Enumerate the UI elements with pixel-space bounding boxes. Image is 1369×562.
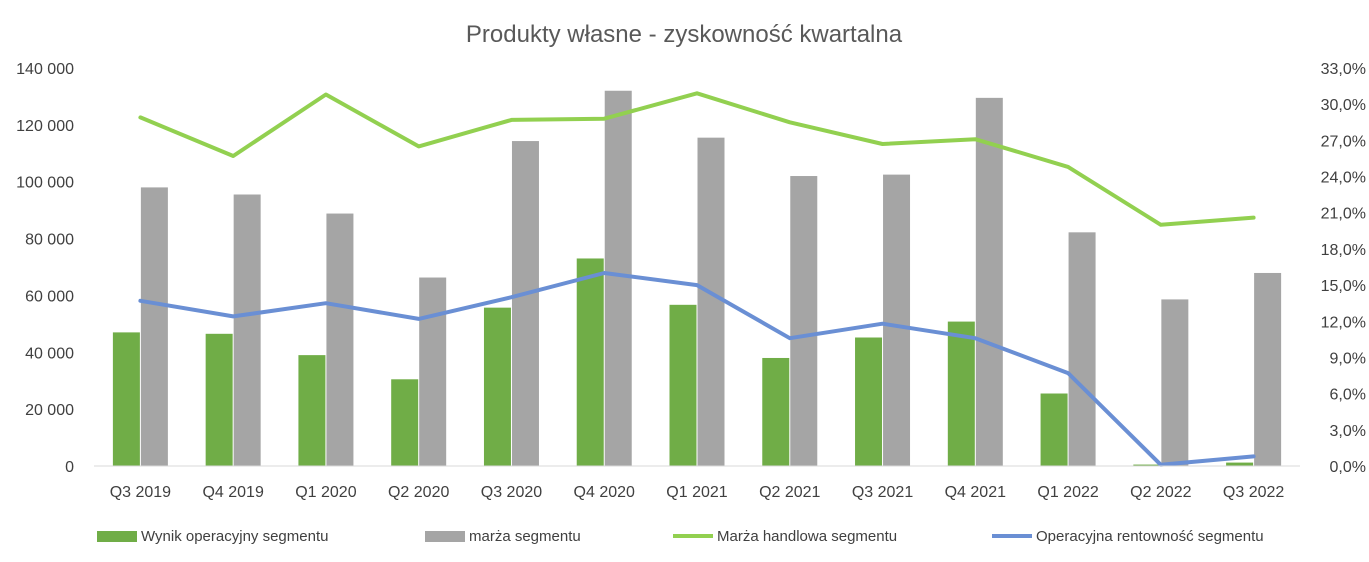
y-right-tick-label: 24,0% bbox=[1321, 170, 1366, 187]
y-left-tick-label: 20 000 bbox=[25, 402, 74, 419]
y-right-tick-label: 33,0% bbox=[1321, 61, 1366, 78]
y-right-tick-label: 6,0% bbox=[1330, 387, 1366, 404]
chart-title: Produkty własne - zyskowność kwartalna bbox=[466, 21, 903, 48]
legend-label: Marża handlowa segmentu bbox=[717, 528, 897, 545]
legend-label: Operacyjna rentowność segmentu bbox=[1036, 528, 1264, 545]
y-left-tick-label: 60 000 bbox=[25, 288, 74, 305]
bar-wynik-operacyjny bbox=[1040, 393, 1068, 466]
line-operacyjna-rentownosc bbox=[138, 271, 1256, 467]
bar-marza-segmentu bbox=[419, 277, 447, 466]
legend-label: marża segmentu bbox=[469, 528, 581, 545]
bar-marza-segmentu bbox=[1068, 232, 1096, 466]
bar-wynik-operacyjny bbox=[298, 355, 326, 466]
x-tick-label: Q1 2021 bbox=[666, 484, 727, 501]
x-tick-label: Q2 2022 bbox=[1130, 484, 1191, 501]
bar-marza-segmentu bbox=[883, 174, 911, 466]
bar-marza-segmentu bbox=[511, 141, 539, 466]
x-tick-label: Q3 2020 bbox=[481, 484, 542, 501]
bar-wynik-operacyjny bbox=[576, 258, 604, 466]
y-right-tick-label: 18,0% bbox=[1321, 242, 1366, 259]
x-tick-label: Q3 2019 bbox=[110, 484, 171, 501]
x-tick-label: Q1 2020 bbox=[295, 484, 356, 501]
x-tick-label: Q4 2019 bbox=[202, 484, 263, 501]
x-tick-label: Q4 2020 bbox=[574, 484, 635, 501]
x-tick-label: Q2 2020 bbox=[388, 484, 449, 501]
legend-label: Wynik operacyjny segmentu bbox=[141, 528, 328, 545]
x-tick-label: Q4 2021 bbox=[945, 484, 1006, 501]
bar-wynik-operacyjny bbox=[1226, 462, 1254, 466]
y-left-tick-label: 120 000 bbox=[16, 118, 74, 135]
y-left-tick-label: 140 000 bbox=[16, 61, 74, 78]
bar-wynik-operacyjny bbox=[112, 332, 140, 466]
bar-wynik-operacyjny bbox=[483, 307, 511, 466]
y-left-tick-label: 100 000 bbox=[16, 175, 74, 192]
bar-marza-segmentu bbox=[233, 194, 261, 466]
y-left-tick-label: 40 000 bbox=[25, 345, 74, 362]
bar-wynik-operacyjny bbox=[1133, 464, 1161, 466]
y-right-tick-label: 9,0% bbox=[1330, 350, 1366, 367]
bar-marza-segmentu bbox=[604, 90, 632, 466]
bar-wynik-operacyjny bbox=[762, 357, 790, 466]
line-marza-handlowa bbox=[138, 91, 1256, 227]
y-right-tick-label: 15,0% bbox=[1321, 278, 1366, 295]
x-tick-label: Q2 2021 bbox=[759, 484, 820, 501]
y-right-tick-label: 12,0% bbox=[1321, 314, 1366, 331]
bar-marza-segmentu bbox=[790, 176, 818, 466]
y-right-tick-label: 3,0% bbox=[1330, 423, 1366, 440]
y-right-tick-label: 30,0% bbox=[1321, 97, 1366, 114]
legend-swatch bbox=[425, 531, 465, 542]
x-tick-label: Q1 2022 bbox=[1037, 484, 1098, 501]
bar-marza-segmentu bbox=[1161, 299, 1189, 466]
x-tick-label: Q3 2021 bbox=[852, 484, 913, 501]
legend-swatch bbox=[97, 531, 137, 542]
bar-marza-segmentu bbox=[1254, 272, 1282, 466]
bar-wynik-operacyjny bbox=[669, 304, 697, 466]
x-tick-label: Q3 2022 bbox=[1223, 484, 1284, 501]
bar-marza-segmentu bbox=[326, 213, 354, 466]
bar-wynik-operacyjny bbox=[947, 321, 975, 466]
bar-marza-segmentu bbox=[697, 137, 725, 466]
bar-marza-segmentu bbox=[140, 187, 168, 466]
bar-wynik-operacyjny bbox=[391, 379, 419, 466]
bar-marza-segmentu bbox=[975, 97, 1003, 466]
y-right-tick-label: 21,0% bbox=[1321, 206, 1366, 223]
y-left-tick-label: 0 bbox=[65, 459, 74, 476]
bar-wynik-operacyjny bbox=[855, 337, 883, 466]
y-right-tick-label: 27,0% bbox=[1321, 133, 1366, 150]
bar-wynik-operacyjny bbox=[205, 333, 233, 466]
y-left-tick-label: 80 000 bbox=[25, 232, 74, 249]
y-right-tick-label: 0,0% bbox=[1330, 459, 1366, 476]
